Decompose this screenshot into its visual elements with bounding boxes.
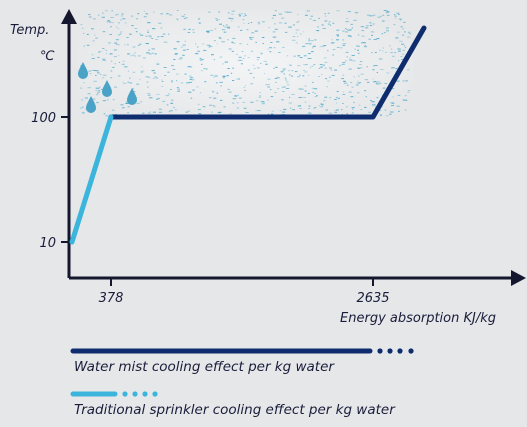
water-drop-icons [78, 62, 137, 113]
x-tick-label-378: 378 [99, 291, 124, 306]
y-axis-label: Temp. [10, 23, 49, 38]
water-drop-icon [102, 80, 112, 97]
water-drop-icon [78, 62, 88, 79]
y-axis-arrow-icon [61, 9, 77, 24]
legend-label-sprinkler: Traditional sprinkler cooling effect per… [74, 402, 395, 418]
y-tick-label-10: 10 [39, 236, 56, 251]
water-drop-icon [127, 88, 137, 105]
series-line-water-mist [108, 25, 427, 120]
y-axis-unit: ℃ [40, 49, 55, 64]
y-tick-label-100: 100 [31, 111, 56, 126]
x-tick-label-2635: 2635 [356, 291, 389, 306]
x-axis-label: Energy absorption KJ/kg [340, 311, 496, 326]
legend-label-water-mist: Water mist cooling effect per kg water [74, 359, 334, 375]
legend-swatch-sprinkler [70, 391, 158, 397]
legend-swatch-water-mist [70, 348, 414, 354]
x-axis-arrow-icon [511, 270, 526, 286]
series-line-sprinkler [69, 114, 114, 245]
axes [61, 9, 526, 286]
water-drop-icon [86, 96, 96, 113]
